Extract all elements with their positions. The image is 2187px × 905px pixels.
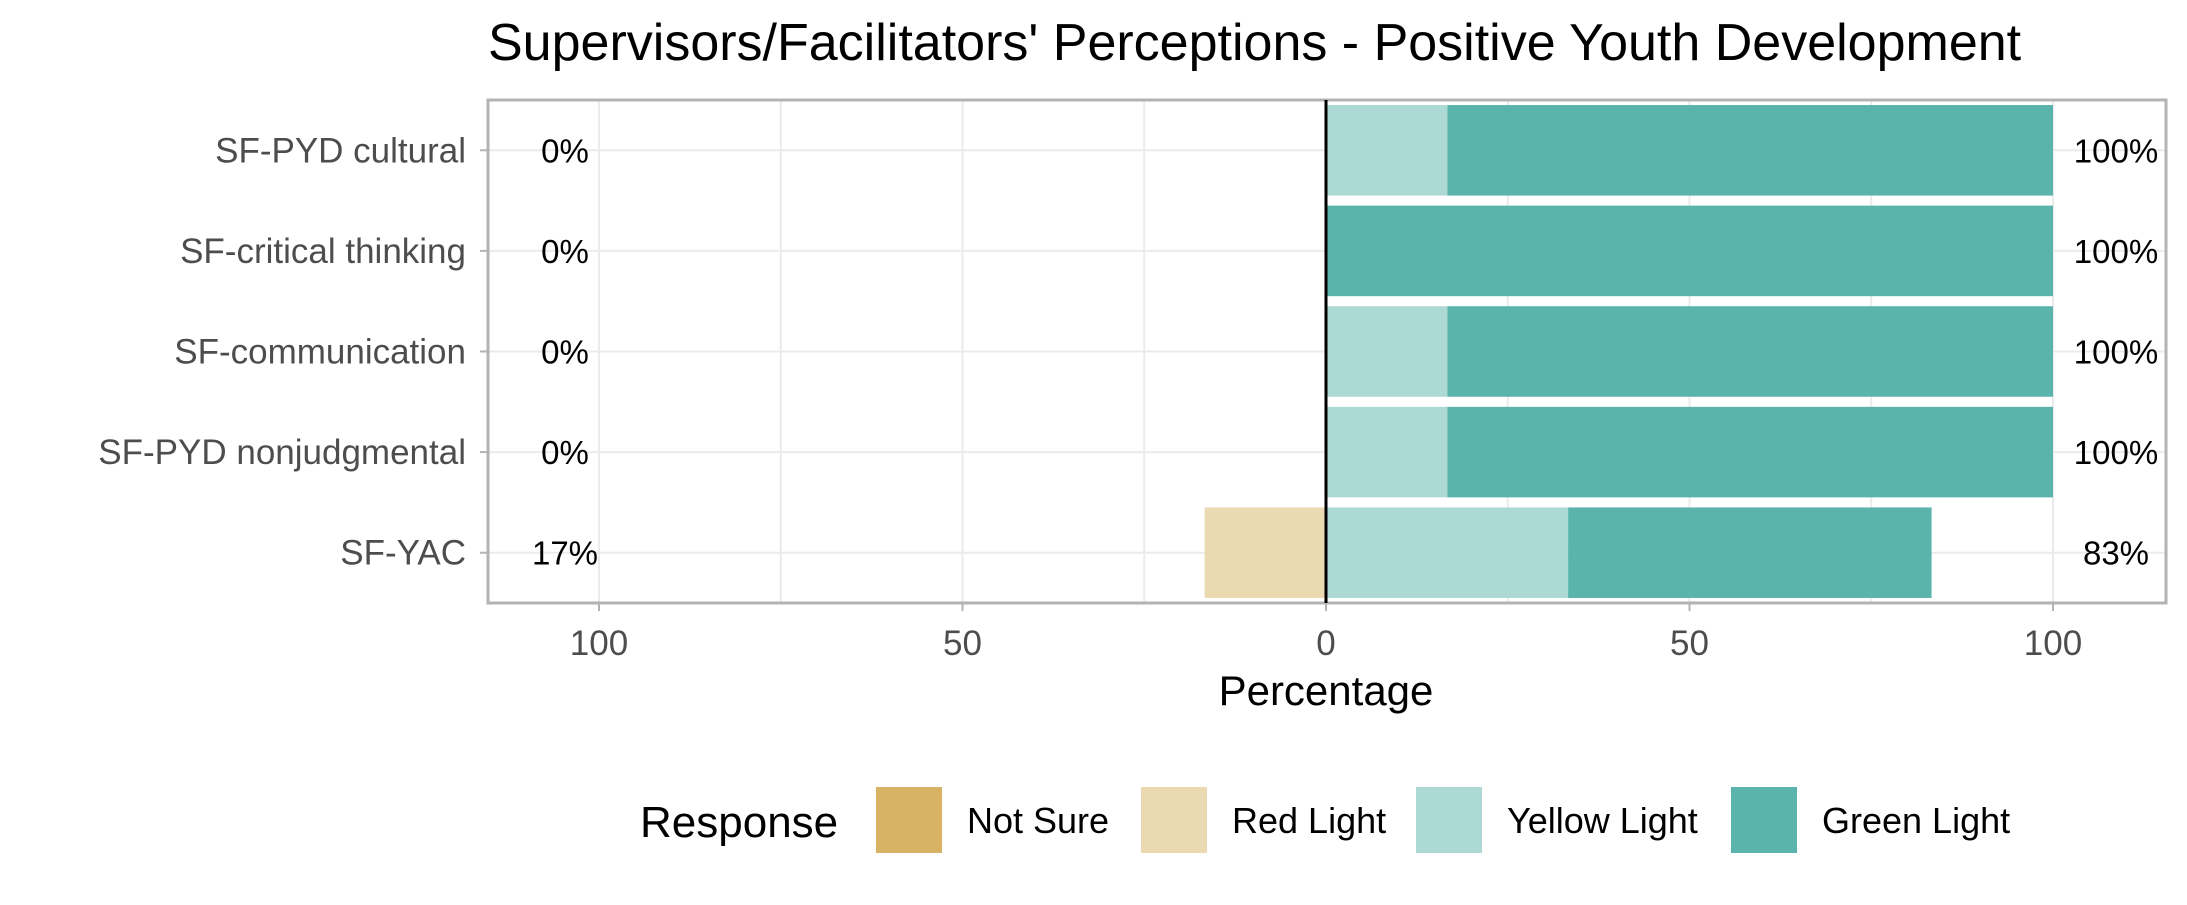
left-percent-label: 0% — [541, 132, 589, 169]
x-axis-title: Percentage — [1219, 667, 1434, 714]
bar-yellow-light — [1326, 406, 1448, 498]
left-percent-label: 0% — [541, 233, 589, 270]
bar-green-light — [1447, 105, 2053, 196]
legend-label: Red Light — [1232, 800, 1386, 841]
bar-yellow-light — [1326, 507, 1569, 598]
left-percent-label: 0% — [541, 434, 589, 471]
bar-red-light — [1204, 507, 1326, 598]
right-percent-label: 100% — [2074, 233, 2158, 270]
right-percent-label: 100% — [2074, 132, 2158, 169]
legend-label: Not Sure — [967, 800, 1109, 841]
x-tick-label: 50 — [1670, 624, 1709, 663]
bar-green-light — [1568, 507, 1932, 598]
left-percent-label: 0% — [541, 334, 589, 371]
left-percent-label: 17% — [532, 535, 598, 572]
legend-swatch — [1414, 785, 1484, 855]
category-label: SF-YAC — [340, 534, 466, 573]
legend-item: Not Sure — [874, 785, 1109, 855]
bar-green-light — [1447, 406, 2053, 498]
x-tick-label: 0 — [1316, 624, 1335, 663]
chart-title: Supervisors/Facilitators' Perceptions - … — [488, 14, 2022, 72]
legend-title: Response — [640, 798, 838, 847]
legend-swatch — [1729, 785, 1799, 855]
right-percent-label: 100% — [2074, 434, 2158, 471]
legend-item: Red Light — [1139, 785, 1386, 855]
bar-yellow-light — [1326, 306, 1448, 397]
x-tick-label: 50 — [943, 624, 982, 663]
x-tick-label: 100 — [570, 624, 628, 663]
right-percent-label: 83% — [2083, 535, 2149, 572]
right-percent-label: 100% — [2074, 334, 2158, 371]
legend-swatch — [1139, 785, 1209, 855]
x-tick-label: 100 — [2024, 624, 2082, 663]
legend-swatch — [874, 785, 944, 855]
legend-item: Green Light — [1729, 785, 2010, 855]
legend-label: Green Light — [1822, 800, 2010, 841]
legend-label: Yellow Light — [1507, 800, 1698, 841]
bar-yellow-light — [1326, 105, 1448, 196]
bar-green-light — [1326, 205, 2053, 297]
bar-green-light — [1447, 306, 2053, 397]
category-label: SF-PYD nonjudgmental — [98, 433, 466, 472]
category-label: SF-PYD cultural — [215, 131, 466, 170]
legend-item: Yellow Light — [1414, 785, 1698, 855]
category-label: SF-communication — [174, 333, 466, 372]
category-label: SF-critical thinking — [180, 232, 466, 271]
